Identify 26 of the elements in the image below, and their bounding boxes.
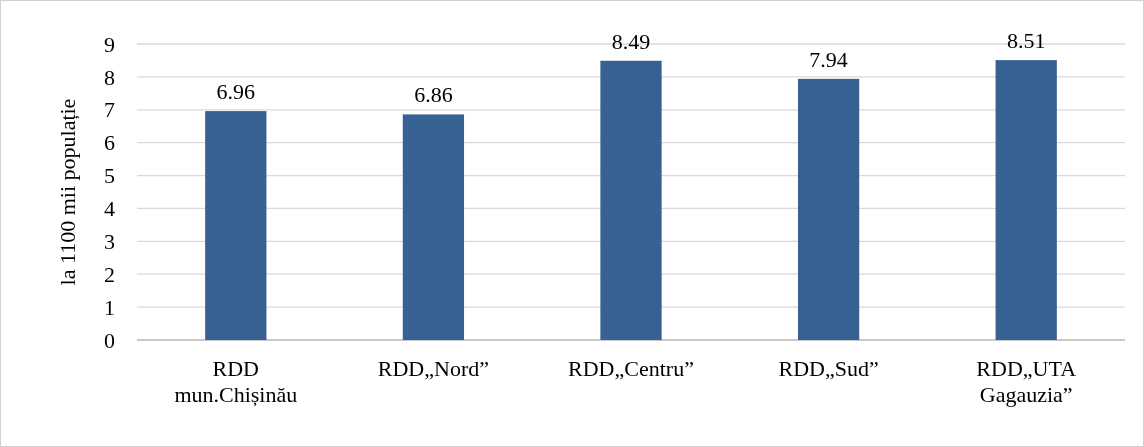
bar bbox=[797, 78, 860, 340]
data-label: 7.94 bbox=[809, 46, 848, 72]
data-label: 8.49 bbox=[611, 28, 651, 54]
x-tick-label: RDD„UTA Gagauzia” bbox=[976, 356, 1077, 407]
y-tick-label: 9 bbox=[104, 31, 115, 57]
y-tick-label: 7 bbox=[104, 97, 115, 123]
x-tick-label: RDD„Nord” bbox=[377, 356, 489, 381]
x-tick-label: RDD mun.Chișinău bbox=[174, 356, 298, 407]
y-tick-label: 8 bbox=[104, 64, 115, 90]
bar bbox=[402, 114, 465, 340]
y-tick-label: 2 bbox=[104, 261, 115, 287]
bar bbox=[600, 60, 662, 340]
y-tick-label: 3 bbox=[104, 229, 115, 255]
y-tick-label: 6 bbox=[104, 130, 115, 156]
data-label: 6.86 bbox=[414, 82, 453, 108]
bar bbox=[205, 111, 267, 340]
y-tick-label: 5 bbox=[104, 163, 115, 189]
data-label: 6.96 bbox=[216, 79, 256, 105]
y-axis-title: la 1100 mii populație bbox=[55, 98, 80, 286]
y-tick-label: 1 bbox=[104, 294, 115, 320]
x-tick-label: RDD„Sud” bbox=[778, 356, 879, 381]
y-tick-label: 0 bbox=[104, 327, 115, 353]
x-tick-label: RDD„Centru” bbox=[568, 356, 694, 381]
data-label: 8.51 bbox=[1006, 28, 1046, 54]
y-tick-label: 4 bbox=[104, 196, 115, 222]
bar bbox=[995, 60, 1057, 340]
